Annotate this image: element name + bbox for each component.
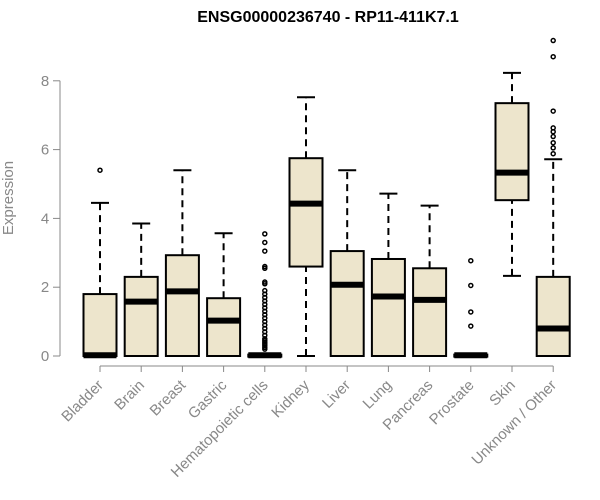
y-tick-label: 0 — [41, 348, 49, 365]
box-group — [82, 167, 118, 359]
box-group — [164, 169, 200, 357]
outlier-point — [262, 346, 268, 352]
outlier-point — [550, 133, 556, 140]
x-category-label: Brain — [111, 377, 148, 414]
box-iqr — [412, 267, 448, 357]
box-group — [453, 257, 489, 359]
outlier-point — [550, 150, 556, 157]
box-group — [206, 232, 242, 358]
outlier-point — [550, 145, 556, 151]
x-category-label: Liver — [319, 377, 354, 412]
box-iqr — [370, 257, 406, 358]
box-iqr — [206, 297, 242, 358]
box-iqr — [123, 275, 159, 358]
box-iqr — [288, 157, 324, 268]
outlier-point — [550, 108, 556, 114]
box-iqr — [164, 254, 200, 357]
y-tick-label: 6 — [41, 142, 49, 159]
box-iqr — [82, 293, 118, 357]
outlier-point — [550, 139, 556, 146]
outlier-point — [550, 128, 556, 135]
outlier-point — [468, 323, 474, 329]
x-category-label: Prostate — [426, 377, 478, 429]
y-tick-label: 2 — [41, 279, 49, 296]
box-group — [288, 96, 324, 357]
box-iqr — [494, 102, 530, 202]
x-category-label: Lung — [360, 377, 396, 413]
outlier-point — [262, 239, 268, 246]
y-tick-label: 4 — [41, 210, 49, 227]
box-group — [494, 71, 530, 277]
box-iqr — [329, 250, 365, 357]
x-category-label: Breast — [147, 376, 190, 419]
y-axis: 0 2 4 6 8 — [41, 73, 61, 365]
box-iqr — [535, 275, 571, 358]
y-tick-label: 8 — [41, 73, 49, 90]
outlier-point — [550, 53, 556, 60]
outlier-point — [97, 167, 103, 173]
outlier-point — [262, 248, 268, 254]
outlier-point — [262, 231, 268, 237]
box-group — [412, 204, 448, 357]
y-axis-label: Expression — [0, 161, 17, 235]
outlier-point — [468, 282, 474, 289]
outlier-point — [468, 257, 474, 264]
box-group — [247, 231, 283, 359]
outlier-point — [262, 265, 268, 272]
box-group — [535, 37, 571, 358]
x-category-label: Skin — [486, 377, 519, 410]
box-group — [123, 222, 159, 358]
box-group — [370, 192, 406, 358]
x-category-label: Kidney — [268, 376, 313, 421]
box-plot-series — [82, 37, 571, 359]
box-group — [329, 169, 365, 357]
outlier-point — [550, 37, 556, 44]
x-category-label: Bladder — [58, 377, 107, 426]
chart-title: ENSG00000236740 - RP11-411K7.1 — [197, 9, 459, 26]
outlier-point — [468, 309, 474, 315]
outlier-point — [262, 281, 268, 287]
